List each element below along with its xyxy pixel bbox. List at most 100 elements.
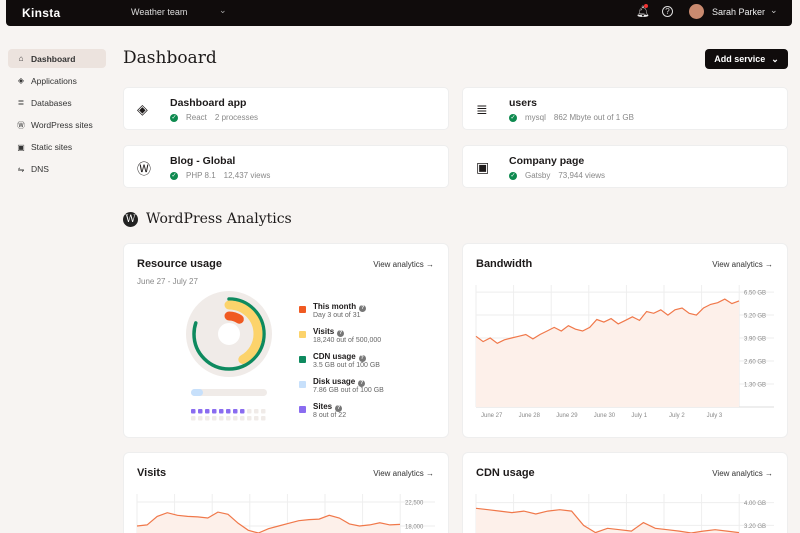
y-tick-label: 4.00 GB	[744, 501, 766, 507]
team-selector[interactable]: Weather team	[131, 7, 188, 17]
site-square	[226, 416, 231, 421]
sidebar-item-static-sites[interactable]: ▣ Static sites	[8, 138, 106, 157]
service-name: Company page	[509, 155, 585, 167]
panel-title: Resource usage	[137, 258, 222, 270]
legend-label: Visits	[313, 327, 335, 336]
sidebar-item-label: Databases	[31, 97, 72, 108]
sidebar-item-applications[interactable]: ◈ Applications	[8, 71, 106, 90]
x-tick-label: June 29	[556, 413, 578, 419]
view-analytics-link[interactable]: View analytics →	[712, 260, 773, 269]
service-card-dashboard-app[interactable]: ◈ Dashboard app ✓ React 2 processes	[123, 87, 449, 130]
legend-swatch	[299, 356, 306, 363]
service-tech: mysql	[525, 113, 546, 122]
site-square	[205, 416, 210, 421]
legend-swatch	[299, 306, 306, 313]
site-square	[219, 409, 224, 414]
service-card-company-page[interactable]: ▣ Company page ✓ Gatsby 73,944 views	[462, 145, 788, 188]
bell-icon[interactable]: 🔔︎	[636, 6, 650, 18]
x-tick-label: June 28	[519, 413, 541, 419]
view-analytics-link[interactable]: View analytics →	[373, 260, 434, 269]
site-square	[191, 409, 196, 414]
site-square	[254, 409, 259, 414]
site-square	[261, 409, 266, 414]
service-card-blog-global[interactable]: Ⓦ Blog - Global ✓ PHP 8.1 12,437 views	[123, 145, 449, 188]
sidebar-item-wordpress-sites[interactable]: Ⓦ WordPress sites	[8, 116, 106, 135]
site-square	[240, 416, 245, 421]
database-icon: ≣	[476, 101, 488, 117]
y-tick-label: 22,500	[405, 501, 424, 507]
x-tick-label: June 27	[481, 413, 503, 419]
view-analytics-link[interactable]: View analytics →	[373, 469, 434, 478]
sidebar-item-label: Applications	[31, 75, 77, 86]
site-square	[205, 409, 210, 414]
site-square	[247, 416, 252, 421]
disk-bar-fill	[191, 389, 203, 396]
service-tech: React	[186, 113, 207, 122]
avatar[interactable]	[689, 4, 704, 19]
wordpress-icon: W	[123, 211, 138, 227]
service-detail: 73,944 views	[558, 171, 606, 180]
applications-icon: ◈	[17, 76, 25, 86]
check-icon: ✓	[170, 171, 178, 180]
site-square	[261, 416, 266, 421]
resource-usage-panel: Resource usage View analytics → June 27 …	[123, 243, 449, 438]
x-tick-label: July 3	[707, 413, 723, 419]
add-service-label: Add service	[714, 54, 766, 64]
user-menu[interactable]: Sarah Parker	[712, 7, 766, 17]
legend-item: This month? Day 3 out of 31	[299, 302, 384, 319]
series-area	[476, 299, 739, 407]
bandwidth-chart: 6.50 GB 5.20 GB 3.90 GB 2.60 GB 1.30 GB June …	[475, 285, 774, 419]
x-tick-label: June 30	[594, 413, 616, 419]
check-icon: ✓	[509, 113, 517, 122]
bandwidth-panel: Bandwidth View analytics → 6.50 GB 5.20 G…	[462, 243, 788, 438]
chevron-down-icon: ⌄	[771, 53, 779, 64]
sidebar: ⌂ Dashboard ◈ Applications ≣ Databases Ⓦ Wor…	[8, 49, 106, 182]
series-line	[136, 511, 401, 533]
section-title: WordPress Analytics	[146, 211, 292, 227]
kinsta-logo[interactable]: Kinsta	[22, 6, 61, 20]
sidebar-item-label: DNS	[31, 164, 49, 175]
static-site-icon: ▣	[17, 142, 25, 152]
service-card-users[interactable]: ≣ users ✓ mysql 862 Mbyte out of 1 GB	[462, 87, 788, 130]
panel-title: Visits	[137, 467, 167, 479]
wordpress-analytics-heading: W WordPress Analytics	[123, 211, 292, 227]
service-detail: 862 Mbyte out of 1 GB	[553, 113, 634, 122]
chevron-down-icon[interactable]: ⌄	[770, 5, 778, 15]
date-range: June 27 - July 27	[137, 277, 198, 286]
y-tick-label: 3.20 GB	[744, 524, 766, 530]
help-icon[interactable]: ?	[662, 6, 673, 17]
series-area	[476, 508, 739, 533]
info-icon[interactable]: ?	[335, 405, 343, 412]
resource-donut	[186, 291, 272, 421]
layers-icon: ◈	[137, 101, 148, 117]
add-service-button[interactable]: Add service ⌄	[705, 49, 788, 69]
info-icon[interactable]: ?	[337, 330, 345, 337]
database-icon: ≣	[17, 98, 25, 108]
legend-value: 8 out of 22	[313, 412, 347, 419]
site-square	[191, 416, 196, 421]
info-icon[interactable]: ?	[358, 380, 366, 387]
chevron-down-icon[interactable]: ⌄	[219, 5, 227, 15]
view-analytics-link[interactable]: View analytics →	[712, 469, 773, 478]
legend-swatch	[299, 331, 306, 338]
site-square	[247, 409, 252, 414]
wordpress-icon: Ⓦ	[17, 120, 25, 130]
legend-item: Disk usage? 7.86 GB out of 100 GB	[299, 377, 384, 394]
sidebar-item-dashboard[interactable]: ⌂ Dashboard	[8, 49, 106, 68]
this-month-arc	[206, 311, 252, 357]
site-square	[233, 409, 238, 414]
info-icon[interactable]: ?	[358, 355, 366, 362]
y-tick-label: 1.30 GB	[744, 383, 766, 389]
info-icon[interactable]: ?	[359, 305, 367, 312]
wordpress-icon: Ⓦ	[137, 161, 151, 177]
sidebar-item-label: WordPress sites	[31, 120, 93, 131]
visits-chart: 22,500 18,000	[136, 494, 435, 533]
legend-label: Sites	[313, 402, 333, 411]
sidebar-item-databases[interactable]: ≣ Databases	[8, 93, 106, 112]
page-title: Dashboard	[123, 48, 217, 68]
service-tech: PHP 8.1	[186, 171, 216, 180]
legend-label: This month	[313, 302, 357, 311]
sidebar-item-dns[interactable]: ⇋ DNS	[8, 160, 106, 179]
cdn-arc	[192, 297, 266, 371]
legend-value: 7.86 GB out of 100 GB	[313, 387, 384, 394]
